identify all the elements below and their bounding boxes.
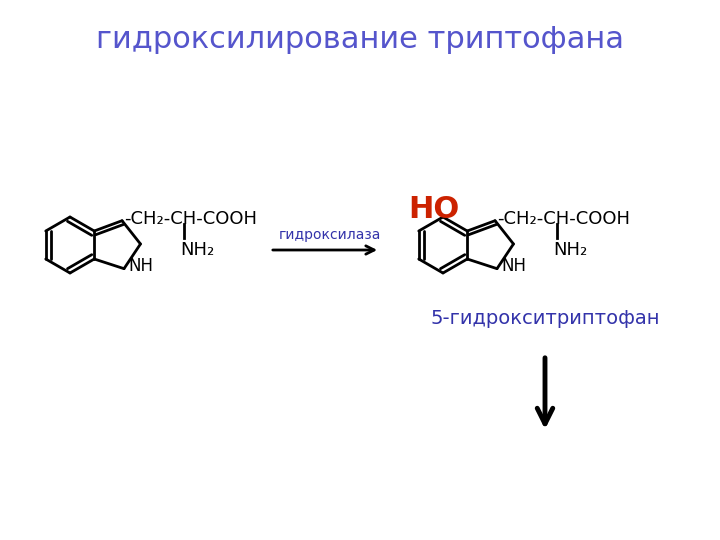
Text: НО: НО xyxy=(408,195,459,225)
Text: NH: NH xyxy=(501,257,526,275)
Text: гидроксилаза: гидроксилаза xyxy=(279,228,381,242)
Text: NH: NH xyxy=(128,257,153,275)
Text: гидроксилирование триптофана: гидроксилирование триптофана xyxy=(96,25,624,55)
Text: 5-гидрокситриптофан: 5-гидрокситриптофан xyxy=(431,308,660,327)
Text: -CH₂-CH-COOH: -CH₂-CH-COOH xyxy=(124,210,257,228)
Text: NH₂: NH₂ xyxy=(180,241,215,259)
Text: NH₂: NH₂ xyxy=(553,241,588,259)
Text: -CH₂-CH-COOH: -CH₂-CH-COOH xyxy=(497,210,630,228)
